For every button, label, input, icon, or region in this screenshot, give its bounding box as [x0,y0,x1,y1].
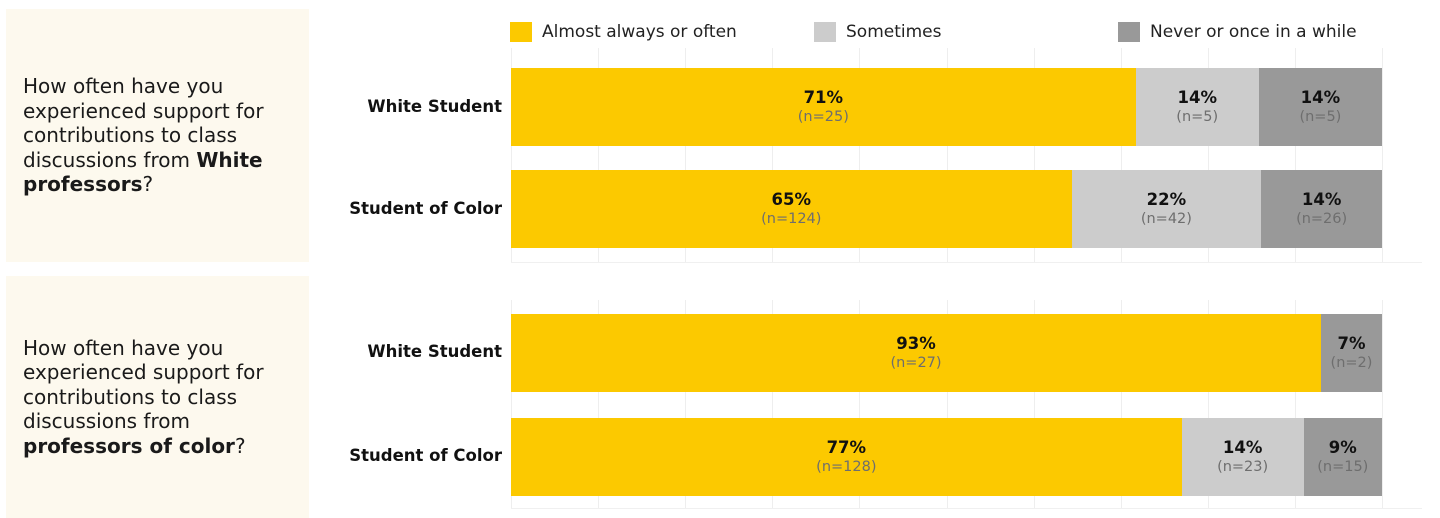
bar-segment-almost-always [511,170,1072,248]
gridline [946,300,948,508]
gridline [859,48,861,262]
legend-swatch-almost-always [510,22,532,42]
question-1-suffix: ? [142,172,154,197]
question-box-1: How often have you experienced support f… [6,9,309,262]
data-label-percent: 14% [1300,88,1341,107]
question-1-bold-text: White professors [23,147,263,197]
data-label-count: (n=128) [816,459,877,475]
data-label-never: 9% (n=15) [1304,418,1382,496]
legend-item-sometimes: Sometimes [814,20,994,44]
data-label-percent: 93% [896,334,936,353]
bar-segment-almost-always [511,418,1182,496]
gridline [685,300,687,508]
data-label-percent: 7% [1337,334,1366,353]
data-label-almost-always: 71% (n=25) [511,68,1136,146]
data-label-never: 7% (n=2) [1321,314,1382,392]
data-label-percent: 14% [1177,88,1217,107]
data-label-count: (n=25) [797,109,849,125]
data-label-percent: 22% [1146,190,1187,209]
data-label-count: (n=26) [1296,211,1348,227]
data-label-count: (n=124) [761,211,822,227]
gridline [946,48,948,262]
data-label-percent: 77% [826,438,867,457]
data-label-count: (n=23) [1217,459,1269,475]
data-label-sometimes: 14% (n=5) [1136,68,1259,146]
gridline [1033,48,1035,262]
gridline [1207,48,1209,262]
data-label-count: (n=15) [1317,459,1369,475]
gridline [598,300,600,508]
gridline [1294,48,1296,262]
data-label-count: (n=27) [890,355,942,371]
legend-item-almost-always: Almost always or often [510,20,790,44]
x-axis-line [511,508,1422,509]
data-label-count: (n=42) [1140,211,1192,227]
data-label-percent: 14% [1222,438,1263,457]
row-label-white-student-2: White Student [367,342,502,361]
legend-swatch-sometimes [814,22,836,42]
data-label-percent: 71% [803,88,844,107]
bar-segment-sometimes [1181,418,1304,496]
bar-segment-almost-always [511,314,1322,392]
bar-segment-never [1303,418,1382,496]
data-label-sometimes: 14% (n=23) [1182,418,1304,496]
question-1-text: How often have you experienced support f… [23,74,264,172]
bar-segment-never [1321,314,1382,392]
gridline [1382,48,1383,262]
data-label-percent: 14% [1301,190,1342,209]
data-label-percent: 65% [771,190,812,209]
data-label-never: 14% (n=5) [1259,68,1382,146]
legend-item-never: Never or once in a while [1118,20,1418,44]
row-label-student-of-color-2: Student of Color [349,446,502,465]
gridline [772,48,774,262]
bar-segment-sometimes [1071,170,1262,248]
gridline [685,48,687,262]
question-2-text: How often have you experienced support f… [23,335,264,434]
gridline [598,48,600,262]
question-2-suffix: ? [234,433,246,458]
legend-label-never: Never or once in a while [1150,22,1357,42]
gridline [859,300,861,508]
legend-label-sometimes: Sometimes [846,22,942,42]
data-label-count: (n=2) [1330,355,1373,371]
gridline [1033,300,1035,508]
data-label-percent: 9% [1328,438,1357,457]
legend-label-almost-always: Almost always or often [542,22,737,42]
data-label-almost-always: 65% (n=124) [511,170,1072,248]
data-label-never: 14% (n=26) [1261,170,1382,248]
bar-segment-sometimes [1135,68,1259,146]
question-2-bold-text: professors of color [23,433,235,458]
legend-swatch-never [1118,22,1140,42]
x-axis-line [511,262,1422,263]
data-label-sometimes: 22% (n=42) [1072,170,1262,248]
bar-segment-never [1258,68,1382,146]
bar-segment-never [1261,170,1382,248]
gridline [1120,300,1122,508]
data-label-count: (n=5) [1176,109,1219,125]
gridline [1382,300,1383,508]
data-label-almost-always: 93% (n=27) [511,314,1321,392]
bar-segment-almost-always [511,68,1136,146]
gridline [1207,300,1209,508]
gridline [511,300,512,508]
row-label-student-of-color-1: Student of Color [349,199,502,218]
question-text-1: How often have you experienced support f… [23,74,309,197]
gridline [1120,48,1122,262]
row-label-white-student-1: White Student [367,97,502,116]
gridline [511,48,512,262]
gridline [772,300,774,508]
question-box-2: How often have you experienced support f… [6,276,309,518]
question-text-2: How often have you experienced support f… [23,336,309,459]
data-label-count: (n=5) [1299,109,1342,125]
data-label-almost-always: 77% (n=128) [511,418,1182,496]
gridline [1294,300,1296,508]
